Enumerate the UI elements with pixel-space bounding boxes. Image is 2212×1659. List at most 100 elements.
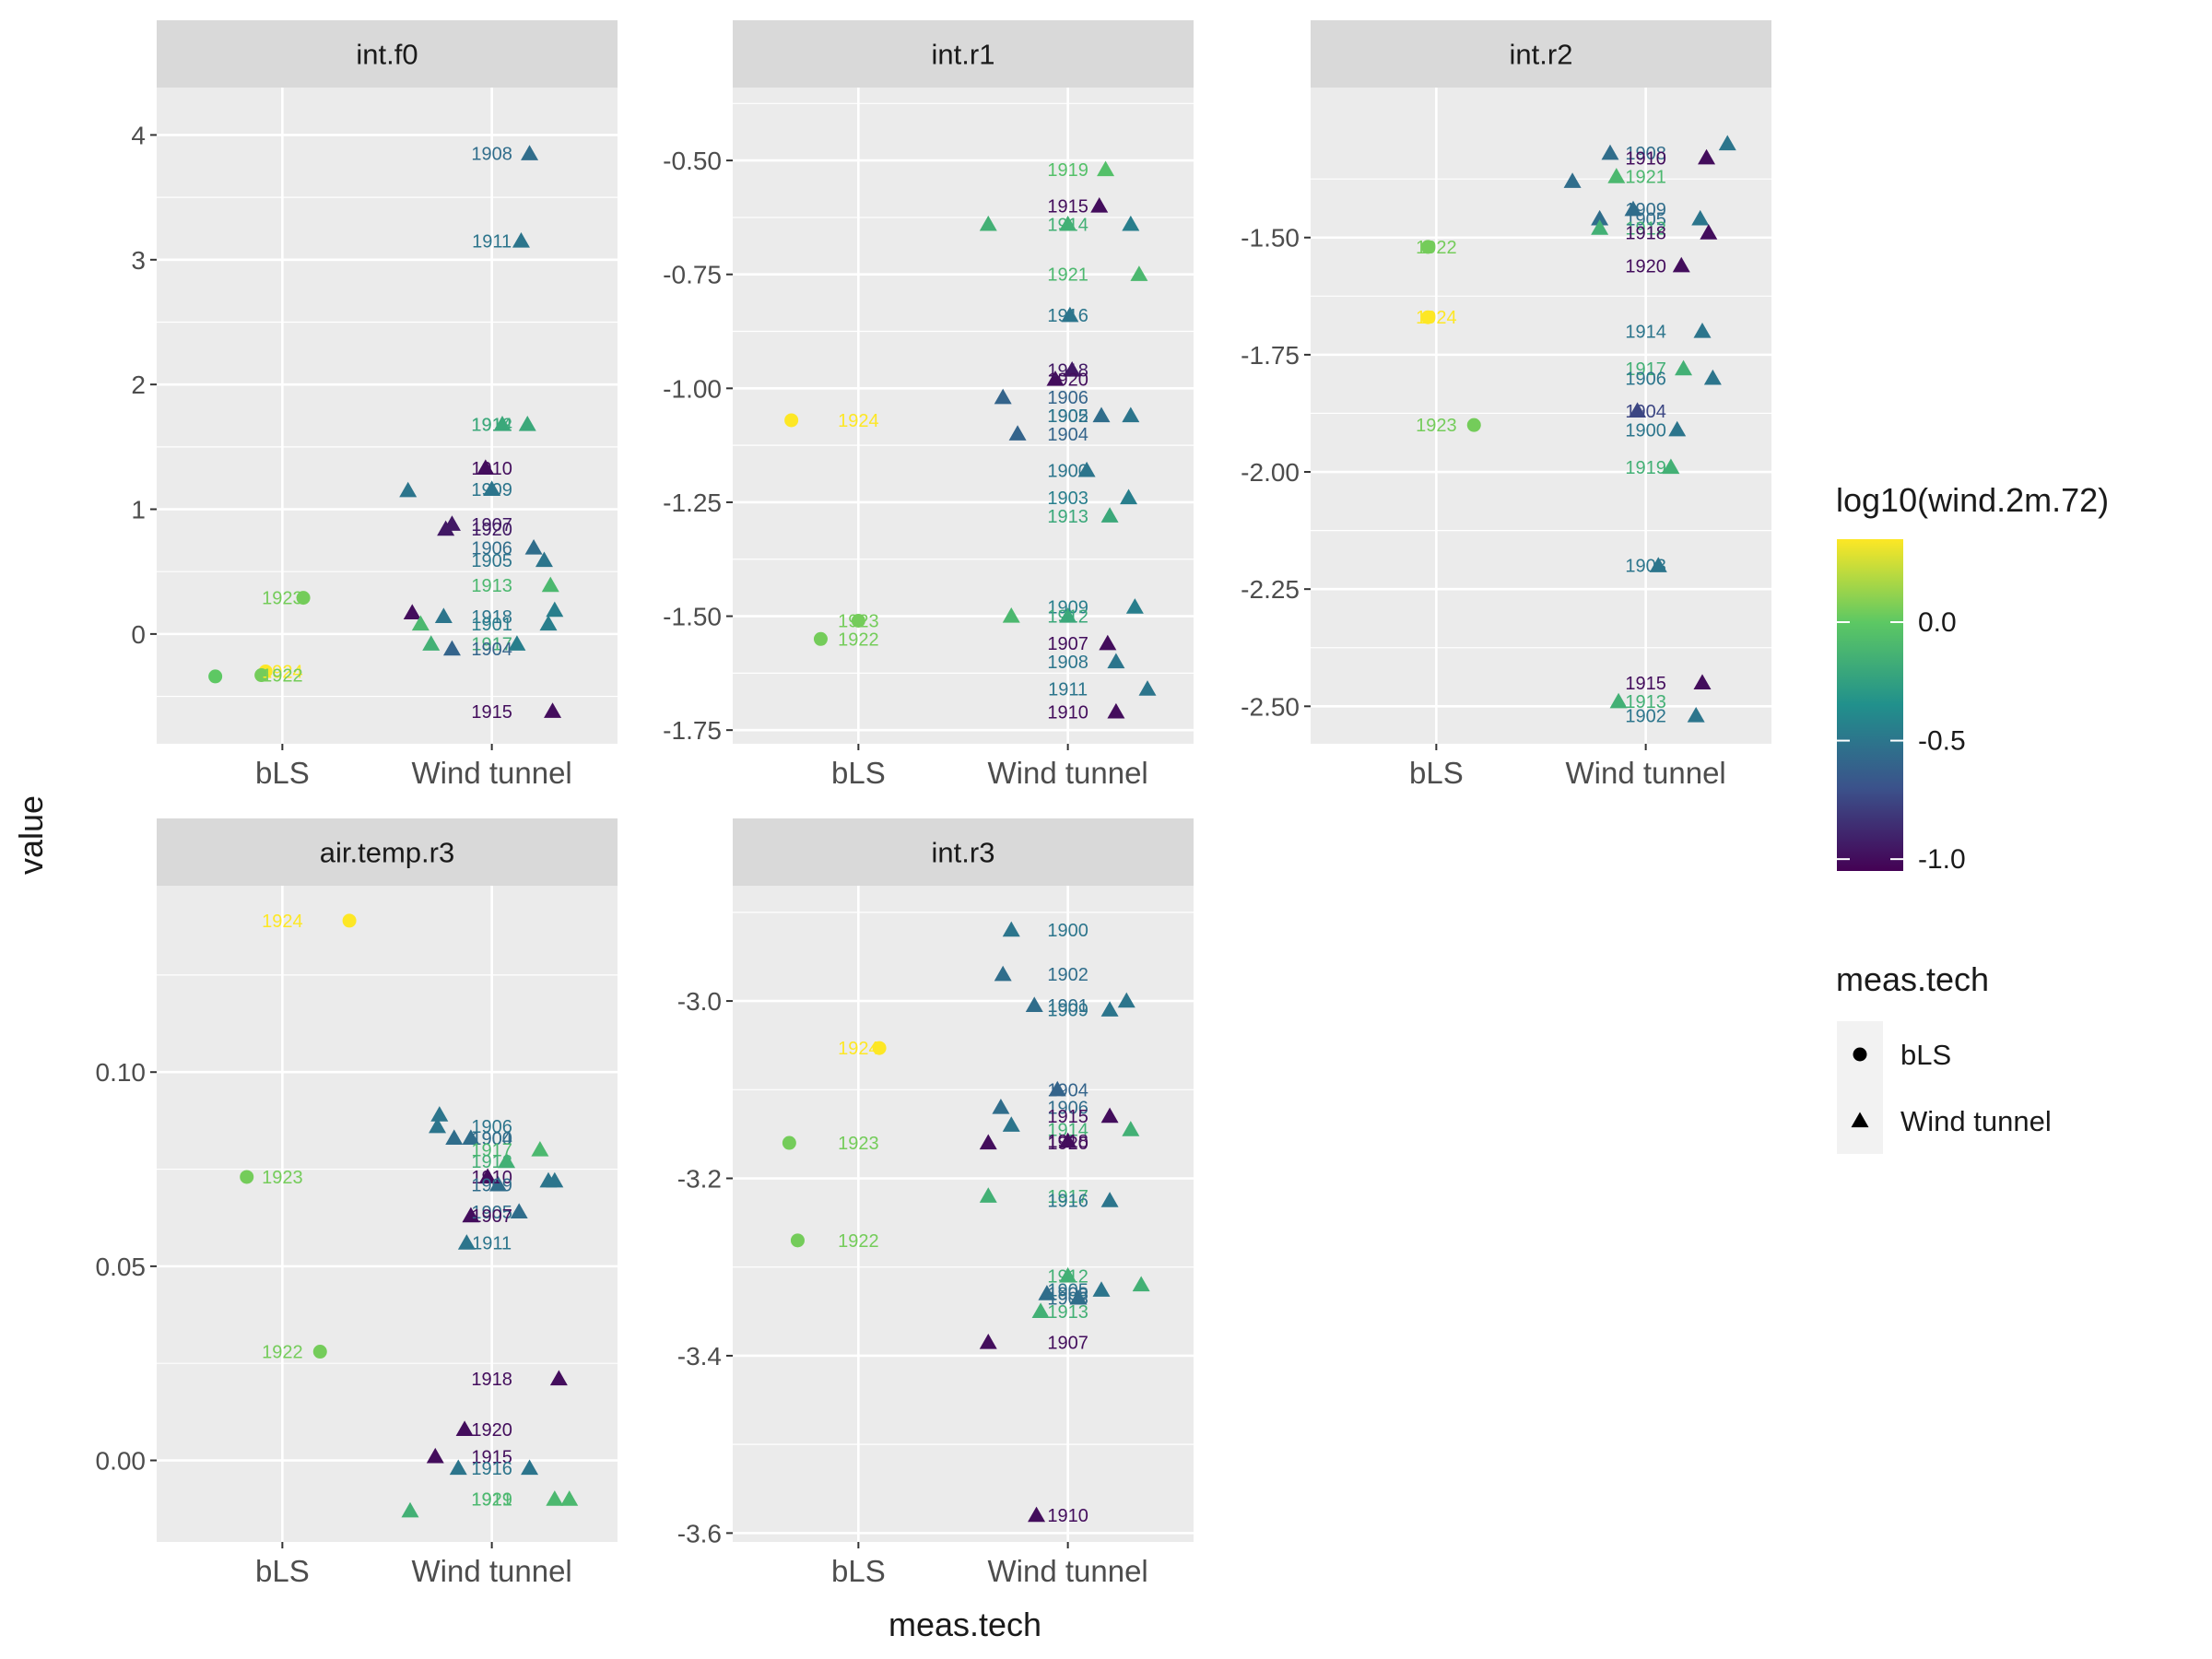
point-label: 1901	[1047, 996, 1088, 1017]
point-label: 1924	[838, 411, 879, 431]
facet-title: air.temp.r3	[320, 837, 454, 869]
data-point-triangle	[1125, 598, 1144, 614]
x-tick-label: bLS	[831, 756, 886, 790]
point-label: 1918	[471, 1370, 512, 1390]
point-label: 1907	[471, 515, 512, 535]
facet-int-r1: int.r1 -0.50 -0.75 -1.00 -1.25 -1.50 -1.75 bLS W…	[663, 20, 1194, 790]
point-label: 1903	[1625, 557, 1666, 577]
y-tick-label: -3.0	[677, 987, 722, 1016]
point-label: 1907	[1047, 634, 1088, 654]
data-point-triangle	[1662, 458, 1680, 475]
facet-strip	[733, 20, 1194, 88]
x-axis-title: meas.tech	[888, 1606, 1041, 1643]
point-label: 1921	[1047, 265, 1088, 286]
data-point-triangle	[1100, 1001, 1119, 1017]
point-label: 1912	[471, 415, 512, 435]
data-point-circle	[296, 591, 311, 606]
shape-legend-title: meas.tech	[1836, 960, 1989, 998]
point-label: 1909	[471, 1175, 512, 1195]
data-point-triangle	[1008, 425, 1027, 441]
point-label: 1905	[1625, 209, 1666, 229]
y-tick-label: 0.10	[96, 1058, 147, 1087]
point-label: 1910	[1047, 1506, 1088, 1526]
data-point-triangle	[1693, 322, 1712, 338]
point-label: 1908	[1047, 653, 1088, 673]
data-point-triangle	[1099, 634, 1117, 651]
data-point-triangle	[521, 145, 539, 160]
data-point-triangle	[1698, 148, 1716, 165]
point-label: 1920	[1047, 370, 1088, 390]
y-tick-label: 2	[131, 371, 146, 399]
facet-title: int.r3	[932, 837, 995, 869]
data-point-triangle	[1130, 265, 1148, 281]
y-tick-label: -2.00	[1241, 458, 1300, 487]
point-label: 1916	[1047, 306, 1088, 326]
point-label: 1908	[1625, 144, 1666, 164]
y-tick-label: -2.50	[1241, 692, 1300, 721]
data-point-triangle	[979, 215, 997, 231]
point-label: 1905	[471, 551, 512, 571]
data-point-triangle	[430, 1106, 449, 1122]
data-point-triangle	[1028, 1506, 1046, 1523]
data-point-triangle	[1059, 1132, 1077, 1148]
data-point-triangle	[546, 601, 564, 618]
plot-area	[733, 886, 1194, 1542]
data-point-triangle	[442, 640, 461, 656]
point-label: 1911	[1048, 680, 1088, 700]
point-label: 1920	[471, 1420, 512, 1441]
x-tick-label: bLS	[255, 756, 310, 790]
y-tick-label: -1.50	[1241, 224, 1300, 253]
point-label: 1920	[471, 520, 512, 540]
facet-strip	[157, 20, 618, 88]
point-label: 1923	[262, 589, 303, 609]
data-point-triangle	[1059, 215, 1077, 231]
point-label: 1910	[471, 459, 512, 479]
plot-area	[157, 88, 618, 744]
point-label: 1907	[471, 1206, 512, 1227]
point-label: 1910	[1625, 148, 1666, 169]
data-point-triangle	[1002, 921, 1020, 937]
data-point-circle	[813, 631, 828, 646]
data-point-triangle	[544, 702, 562, 718]
data-point-triangle	[1132, 1276, 1150, 1292]
point-label: 1902	[1047, 406, 1088, 427]
point-label: 1905	[1047, 406, 1088, 427]
data-point-triangle	[426, 1447, 444, 1464]
point-label: 1923	[262, 1168, 303, 1188]
data-point-triangle	[524, 538, 543, 555]
point-label: 1921	[1625, 168, 1666, 188]
point-label: 1915	[1047, 197, 1088, 218]
x-tick-label: bLS	[831, 1554, 886, 1588]
facet-air-temp-r3: air.temp.r3 0.00 0.05 0.10 bLS Wind tunnel 192…	[96, 818, 618, 1588]
point-label: 1915	[1047, 1107, 1088, 1127]
point-label: 1919	[1047, 160, 1088, 181]
data-point-circle	[790, 1233, 805, 1248]
data-point-circle	[240, 1170, 254, 1184]
data-point-triangle	[1107, 653, 1125, 669]
point-label: 1923	[838, 612, 879, 632]
point-label: 1914	[471, 415, 512, 435]
x-tick-label: Wind tunnel	[412, 756, 572, 790]
color-legend-title: log10(wind.2m.72)	[1836, 481, 2109, 519]
point-label: 1906	[1625, 369, 1666, 389]
point-label: 1922	[262, 1343, 303, 1363]
point-label: 1919	[471, 1490, 512, 1511]
y-tick-label: 1	[131, 496, 146, 524]
point-label: 1905	[1047, 1281, 1088, 1301]
data-point-circle	[312, 1345, 327, 1359]
data-point-triangle	[539, 615, 558, 631]
data-point-triangle	[498, 1152, 516, 1169]
facet-int-r2: int.r2 -1.50 -1.75 -2.00 -2.25 -2.50 bLS Wind t…	[1241, 20, 1771, 790]
point-label: 1922	[838, 1231, 879, 1252]
data-point-triangle	[1629, 402, 1647, 418]
data-point-triangle	[1691, 209, 1710, 226]
point-label: 1913	[471, 576, 512, 596]
data-point-triangle	[1607, 168, 1626, 183]
data-point-triangle	[1092, 1281, 1111, 1297]
facet-strip	[1311, 20, 1771, 88]
data-point-triangle	[1601, 144, 1619, 160]
data-point-triangle	[1002, 607, 1020, 623]
legend-item-label: bLS	[1900, 1039, 1951, 1071]
